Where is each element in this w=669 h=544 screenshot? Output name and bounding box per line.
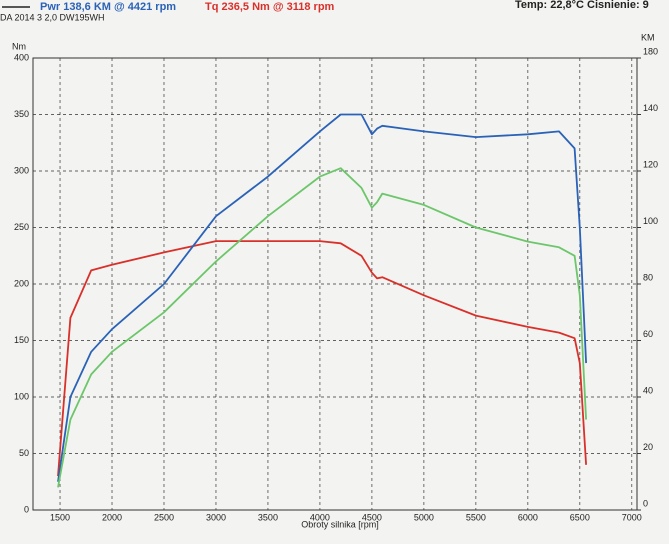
- x-tick-label: 5000: [414, 512, 434, 522]
- y-tick-label: 300: [14, 165, 29, 175]
- y2-tick-label: 40: [643, 385, 653, 395]
- x-tick-label: 3500: [258, 512, 278, 522]
- y-axis-label: Nm: [12, 41, 26, 51]
- vehicle: DA 2014 3 2,0 DW195WH: [0, 12, 105, 22]
- series-line: [57, 167, 587, 488]
- y2-tick-label: 0: [643, 498, 648, 508]
- y2-tick-label: 80: [643, 272, 653, 282]
- x-tick-label: 3000: [206, 512, 226, 522]
- y2-tick-label: 180: [643, 46, 658, 56]
- y2-tick-label: 20: [643, 442, 653, 452]
- y-tick-label: 250: [14, 222, 29, 232]
- y-tick-label: 400: [14, 52, 29, 62]
- torque-peak: Tq 236,5 Nm @ 3118 rpm: [205, 1, 335, 13]
- y2-tick-label: 120: [643, 159, 658, 169]
- x-tick-label: 7000: [622, 512, 642, 522]
- y2-tick-label: 100: [643, 216, 658, 226]
- x-tick-label: 2000: [102, 512, 122, 522]
- x-tick-label: 5500: [466, 512, 486, 522]
- x-tick-label: 1500: [50, 512, 70, 522]
- y-tick-label: 0: [24, 504, 29, 514]
- x-tick-label: 6000: [518, 512, 538, 522]
- x-axis-label: Obroty silnika [rpm]: [301, 519, 379, 529]
- x-tick-label: 2500: [154, 512, 174, 522]
- x-tick-label: 4500: [362, 512, 382, 522]
- series-line: [57, 113, 587, 482]
- y2-axis-label: KM: [641, 32, 655, 42]
- y-tick-label: 350: [14, 109, 29, 119]
- x-tick-label: 4000: [310, 512, 330, 522]
- y2-tick-label: 140: [643, 103, 658, 113]
- power-peak: Pwr 138,6 KM @ 4421 rpm: [40, 1, 176, 13]
- y-tick-label: 50: [19, 448, 29, 458]
- y-tick-label: 100: [14, 391, 29, 401]
- series-line: [57, 240, 587, 477]
- y-tick-label: 200: [14, 278, 29, 288]
- x-tick-label: 6500: [570, 512, 590, 522]
- conditions: Temp: 22,8°C Cisnienie: 9: [515, 0, 649, 11]
- y2-tick-label: 60: [643, 329, 653, 339]
- y-tick-label: 150: [14, 335, 29, 345]
